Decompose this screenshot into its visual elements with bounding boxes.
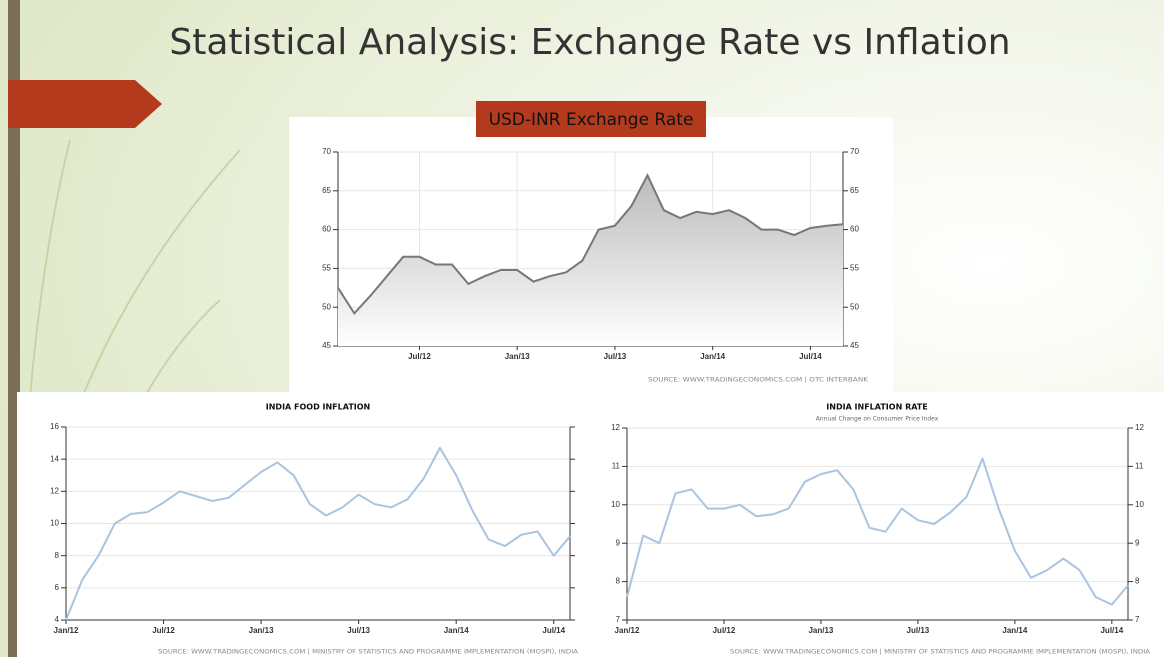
chart-title: INDIA INFLATION RATE xyxy=(826,403,927,412)
y-tick-label: 11 xyxy=(612,462,621,471)
y-tick-label: 7 xyxy=(616,615,621,624)
y-tick-label: 4 xyxy=(55,615,60,624)
y-tick-label: 7 xyxy=(1135,615,1140,624)
x-tick-label: Jul/13 xyxy=(604,352,627,361)
y-tick-label: 8 xyxy=(55,551,60,560)
y-tick-label: 8 xyxy=(616,577,621,586)
x-tick-label: Jan/14 xyxy=(700,352,725,361)
y-tick-label: 6 xyxy=(55,583,60,592)
chart-title: INDIA FOOD INFLATION xyxy=(266,403,371,412)
x-tick-label: Jul/12 xyxy=(713,626,736,635)
y-tick-label: 9 xyxy=(1135,538,1140,547)
y-tick-label: 8 xyxy=(1135,577,1140,586)
x-tick-label: Jul/14 xyxy=(1100,626,1123,635)
y-tick-label: 45 xyxy=(322,341,331,350)
source: SOURCE: WWW.TRADINGECONOMICS.COM | MINIS… xyxy=(730,649,1151,656)
y-tick-label: 50 xyxy=(850,302,859,311)
source: SOURCE: WWW.TRADINGECONOMICS.COM | MINIS… xyxy=(158,649,579,656)
y-tick-label: 65 xyxy=(322,186,331,195)
line xyxy=(337,173,844,316)
y-tick-label: 10 xyxy=(611,500,620,509)
title-box xyxy=(476,101,706,137)
line xyxy=(626,457,1129,606)
y-tick-label: 14 xyxy=(50,454,59,463)
x-tick-label: Jan/12 xyxy=(54,626,79,635)
y-tick-label: 55 xyxy=(322,264,331,273)
y-tick-label: 12 xyxy=(611,423,620,432)
x-tick-label: Jan/13 xyxy=(249,626,274,635)
x-tick-label: Jul/14 xyxy=(799,352,822,361)
y-tick-label: 50 xyxy=(322,302,331,311)
x-tick-label: Jan/13 xyxy=(505,352,530,361)
panel xyxy=(17,392,1164,657)
y-tick-label: 70 xyxy=(850,147,859,156)
y-tick-label: 45 xyxy=(850,341,859,350)
x-tick-label: Jul/13 xyxy=(347,626,370,635)
y-tick-label: 70 xyxy=(322,147,331,156)
y-tick-label: 12 xyxy=(1135,423,1144,432)
chart-title: USD-INR Exchange Rate xyxy=(489,110,694,130)
area xyxy=(338,175,843,346)
x-tick-label: Jan/14 xyxy=(1002,626,1027,635)
y-tick-label: 10 xyxy=(1135,500,1144,509)
y-tick-label: 10 xyxy=(50,519,59,528)
y-tick-label: 11 xyxy=(1135,462,1144,471)
x-tick-label: Jul/13 xyxy=(907,626,930,635)
x-tick-label: Jan/13 xyxy=(808,626,833,635)
slide-title: Statistical Analysis: Exchange Rate vs I… xyxy=(169,22,1010,63)
x-tick-label: Jan/14 xyxy=(444,626,469,635)
y-tick-label: 60 xyxy=(322,225,331,234)
x-tick-label: Jul/12 xyxy=(408,352,431,361)
x-tick-label: Jul/14 xyxy=(542,626,565,635)
chart-subtitle: Annual Change on Consumer Price Index xyxy=(816,416,939,423)
y-tick-label: 55 xyxy=(850,264,859,273)
source: SOURCE: WWW.TRADINGECONOMICS.COM | OTC I… xyxy=(648,377,869,384)
x-tick-label: Jul/12 xyxy=(152,626,175,635)
y-tick-label: 65 xyxy=(850,186,859,195)
y-tick-label: 60 xyxy=(850,225,859,234)
y-tick-label: 9 xyxy=(616,538,621,547)
x-tick-label: Jan/12 xyxy=(615,626,640,635)
y-tick-label: 12 xyxy=(50,486,59,495)
arrow xyxy=(8,80,162,128)
line xyxy=(65,446,571,621)
y-tick-label: 16 xyxy=(50,422,59,431)
